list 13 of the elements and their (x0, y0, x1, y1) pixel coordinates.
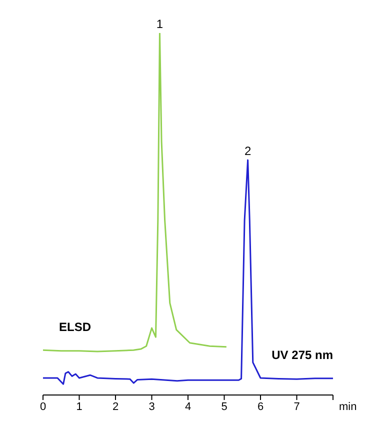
annotation: 1 (155, 17, 164, 31)
x-tick-label: 7 (294, 400, 300, 413)
x-tick-label: 6 (257, 400, 264, 413)
x-tick-label: 3 (148, 400, 155, 413)
x-tick-label: 0 (40, 400, 46, 413)
x-tick-label: 4 (184, 400, 192, 413)
annotation: 2 (243, 144, 252, 158)
x-tick-label: 2 (112, 400, 119, 413)
x-tick-label: 5 (221, 400, 228, 413)
series-label: UV 275 nm (272, 348, 333, 362)
x-axis-title: min (339, 401, 357, 413)
x-tick-label: 1 (76, 400, 82, 413)
series-label: ELSD (59, 320, 92, 334)
